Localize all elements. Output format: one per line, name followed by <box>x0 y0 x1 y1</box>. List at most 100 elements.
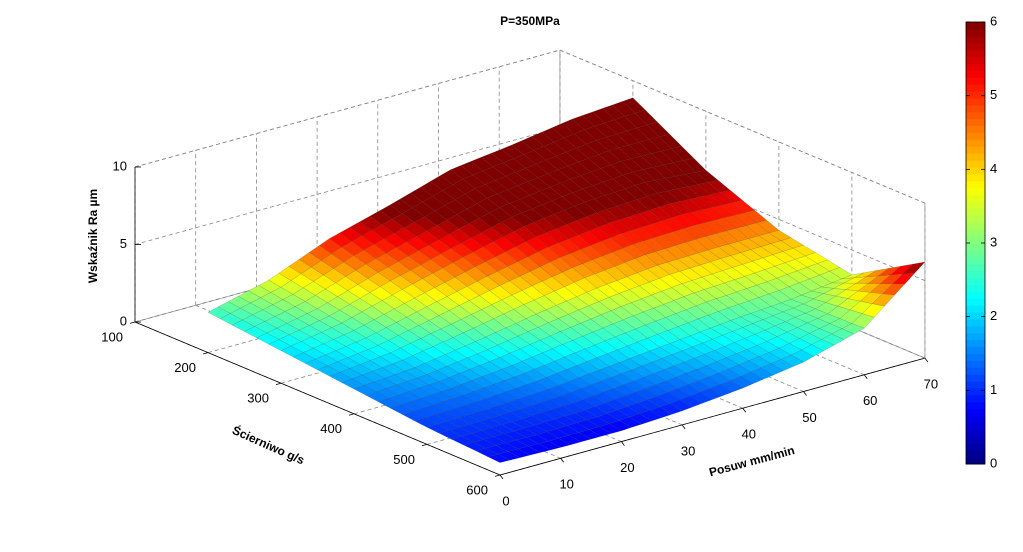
colorbar-band <box>966 42 985 51</box>
colorbar-band <box>966 56 985 64</box>
x-tick-label: 0 <box>502 493 509 508</box>
colorbar-band <box>966 422 985 430</box>
grid-line <box>134 49 561 168</box>
x-axis-label: Posuw mm/min <box>707 443 796 479</box>
colorbar-tick-label: 5 <box>990 87 997 102</box>
colorbar-band <box>966 28 985 37</box>
x-tick <box>742 407 747 413</box>
surface <box>207 97 926 463</box>
y-tick <box>202 352 209 355</box>
colorbar-tick-label: 4 <box>990 161 997 176</box>
colorbar-band <box>966 91 985 99</box>
colorbar-band <box>966 353 985 361</box>
colorbar-band <box>966 215 985 223</box>
surface-patch <box>487 453 511 463</box>
colorbar-tick-label: 1 <box>990 382 997 397</box>
x-tick-label: 40 <box>742 427 756 442</box>
x-tick-label: 70 <box>924 377 938 392</box>
colorbar-band <box>966 305 985 313</box>
colorbar-band <box>966 236 985 244</box>
x-axis <box>499 357 926 476</box>
colorbar-band <box>966 346 985 354</box>
y-tick <box>275 382 282 385</box>
colorbar-band <box>966 339 985 348</box>
x-tick <box>924 357 929 363</box>
y-axis-label: Ścierniwo g/s <box>230 422 307 467</box>
z-tick-label: 10 <box>113 158 127 173</box>
colorbar-tick-label: 6 <box>990 13 997 28</box>
colorbar-band <box>966 367 985 375</box>
colorbar-band <box>966 118 985 127</box>
colorbar-band <box>966 256 985 265</box>
colorbar-band <box>966 180 985 189</box>
colorbar-band <box>966 284 985 292</box>
colorbar-band <box>966 222 985 230</box>
x-tick-label: 30 <box>681 443 695 458</box>
colorbar-band <box>966 153 985 161</box>
x-tick-label: 60 <box>863 393 877 408</box>
y-tick-label: 500 <box>393 452 415 467</box>
colorbar-band <box>966 291 985 299</box>
y-tick-label: 100 <box>101 329 123 344</box>
colorbar-band <box>966 374 985 382</box>
colorbar-band <box>966 111 985 120</box>
colorbar-band <box>966 360 985 368</box>
colorbar-band <box>966 35 985 44</box>
colorbar-band <box>966 77 985 85</box>
y-tick-label: 300 <box>247 391 269 406</box>
colorbar-band <box>966 70 985 78</box>
z-tick-label: 0 <box>120 313 127 328</box>
colorbar-band <box>966 443 985 451</box>
colorbar-band <box>966 263 985 272</box>
x-tick <box>621 441 625 446</box>
colorbar-band <box>966 97 985 106</box>
x-tick <box>499 474 504 480</box>
colorbar-band <box>966 139 985 147</box>
colorbar-band <box>966 298 985 306</box>
colorbar-band <box>966 408 985 417</box>
y-axis <box>134 321 501 476</box>
colorbar-band <box>966 312 985 320</box>
x-tick <box>803 391 807 396</box>
colorbar-band <box>966 187 985 196</box>
y-tick-label: 200 <box>174 360 196 375</box>
colorbar-band <box>966 270 985 279</box>
z-axis-label: Wskaźnik Ra µm <box>86 189 100 283</box>
y-tick-label: 400 <box>320 421 342 436</box>
colorbar-band <box>966 450 985 458</box>
colorbar-band <box>966 277 985 285</box>
x-tick <box>560 458 565 463</box>
colorbar-band <box>966 415 985 424</box>
x-tick-label: 10 <box>559 477 573 492</box>
y-tick <box>494 474 501 477</box>
colorbar-band <box>966 63 985 71</box>
grid-line <box>134 127 561 245</box>
colorbar-band <box>966 132 985 140</box>
colorbar-band <box>966 84 985 92</box>
colorbar-band <box>966 201 985 209</box>
colorbar-band <box>966 401 985 410</box>
colorbar-tick-label: 3 <box>990 234 997 249</box>
colorbar-band <box>966 104 985 113</box>
x-tick <box>863 374 868 380</box>
colorbar-band <box>966 194 985 203</box>
x-tick <box>681 424 686 430</box>
grid-line <box>559 49 926 204</box>
colorbar-band <box>966 243 985 251</box>
colorbar-band <box>966 388 985 396</box>
colorbar-band <box>966 49 985 58</box>
colorbar-band <box>966 457 985 465</box>
colorbar-band <box>966 167 985 175</box>
x-tick-label: 50 <box>802 410 816 425</box>
colorbar-band <box>966 22 985 30</box>
y-tick <box>348 413 355 416</box>
colorbar-band <box>966 229 985 237</box>
colorbar-band <box>966 381 985 389</box>
colorbar-tick-label: 2 <box>990 308 997 323</box>
colorbar-tick-label: 0 <box>990 455 997 470</box>
x-tick-label: 20 <box>620 460 634 475</box>
chart-title: P=350MPa <box>500 14 560 28</box>
z-tick-label: 5 <box>120 236 127 251</box>
